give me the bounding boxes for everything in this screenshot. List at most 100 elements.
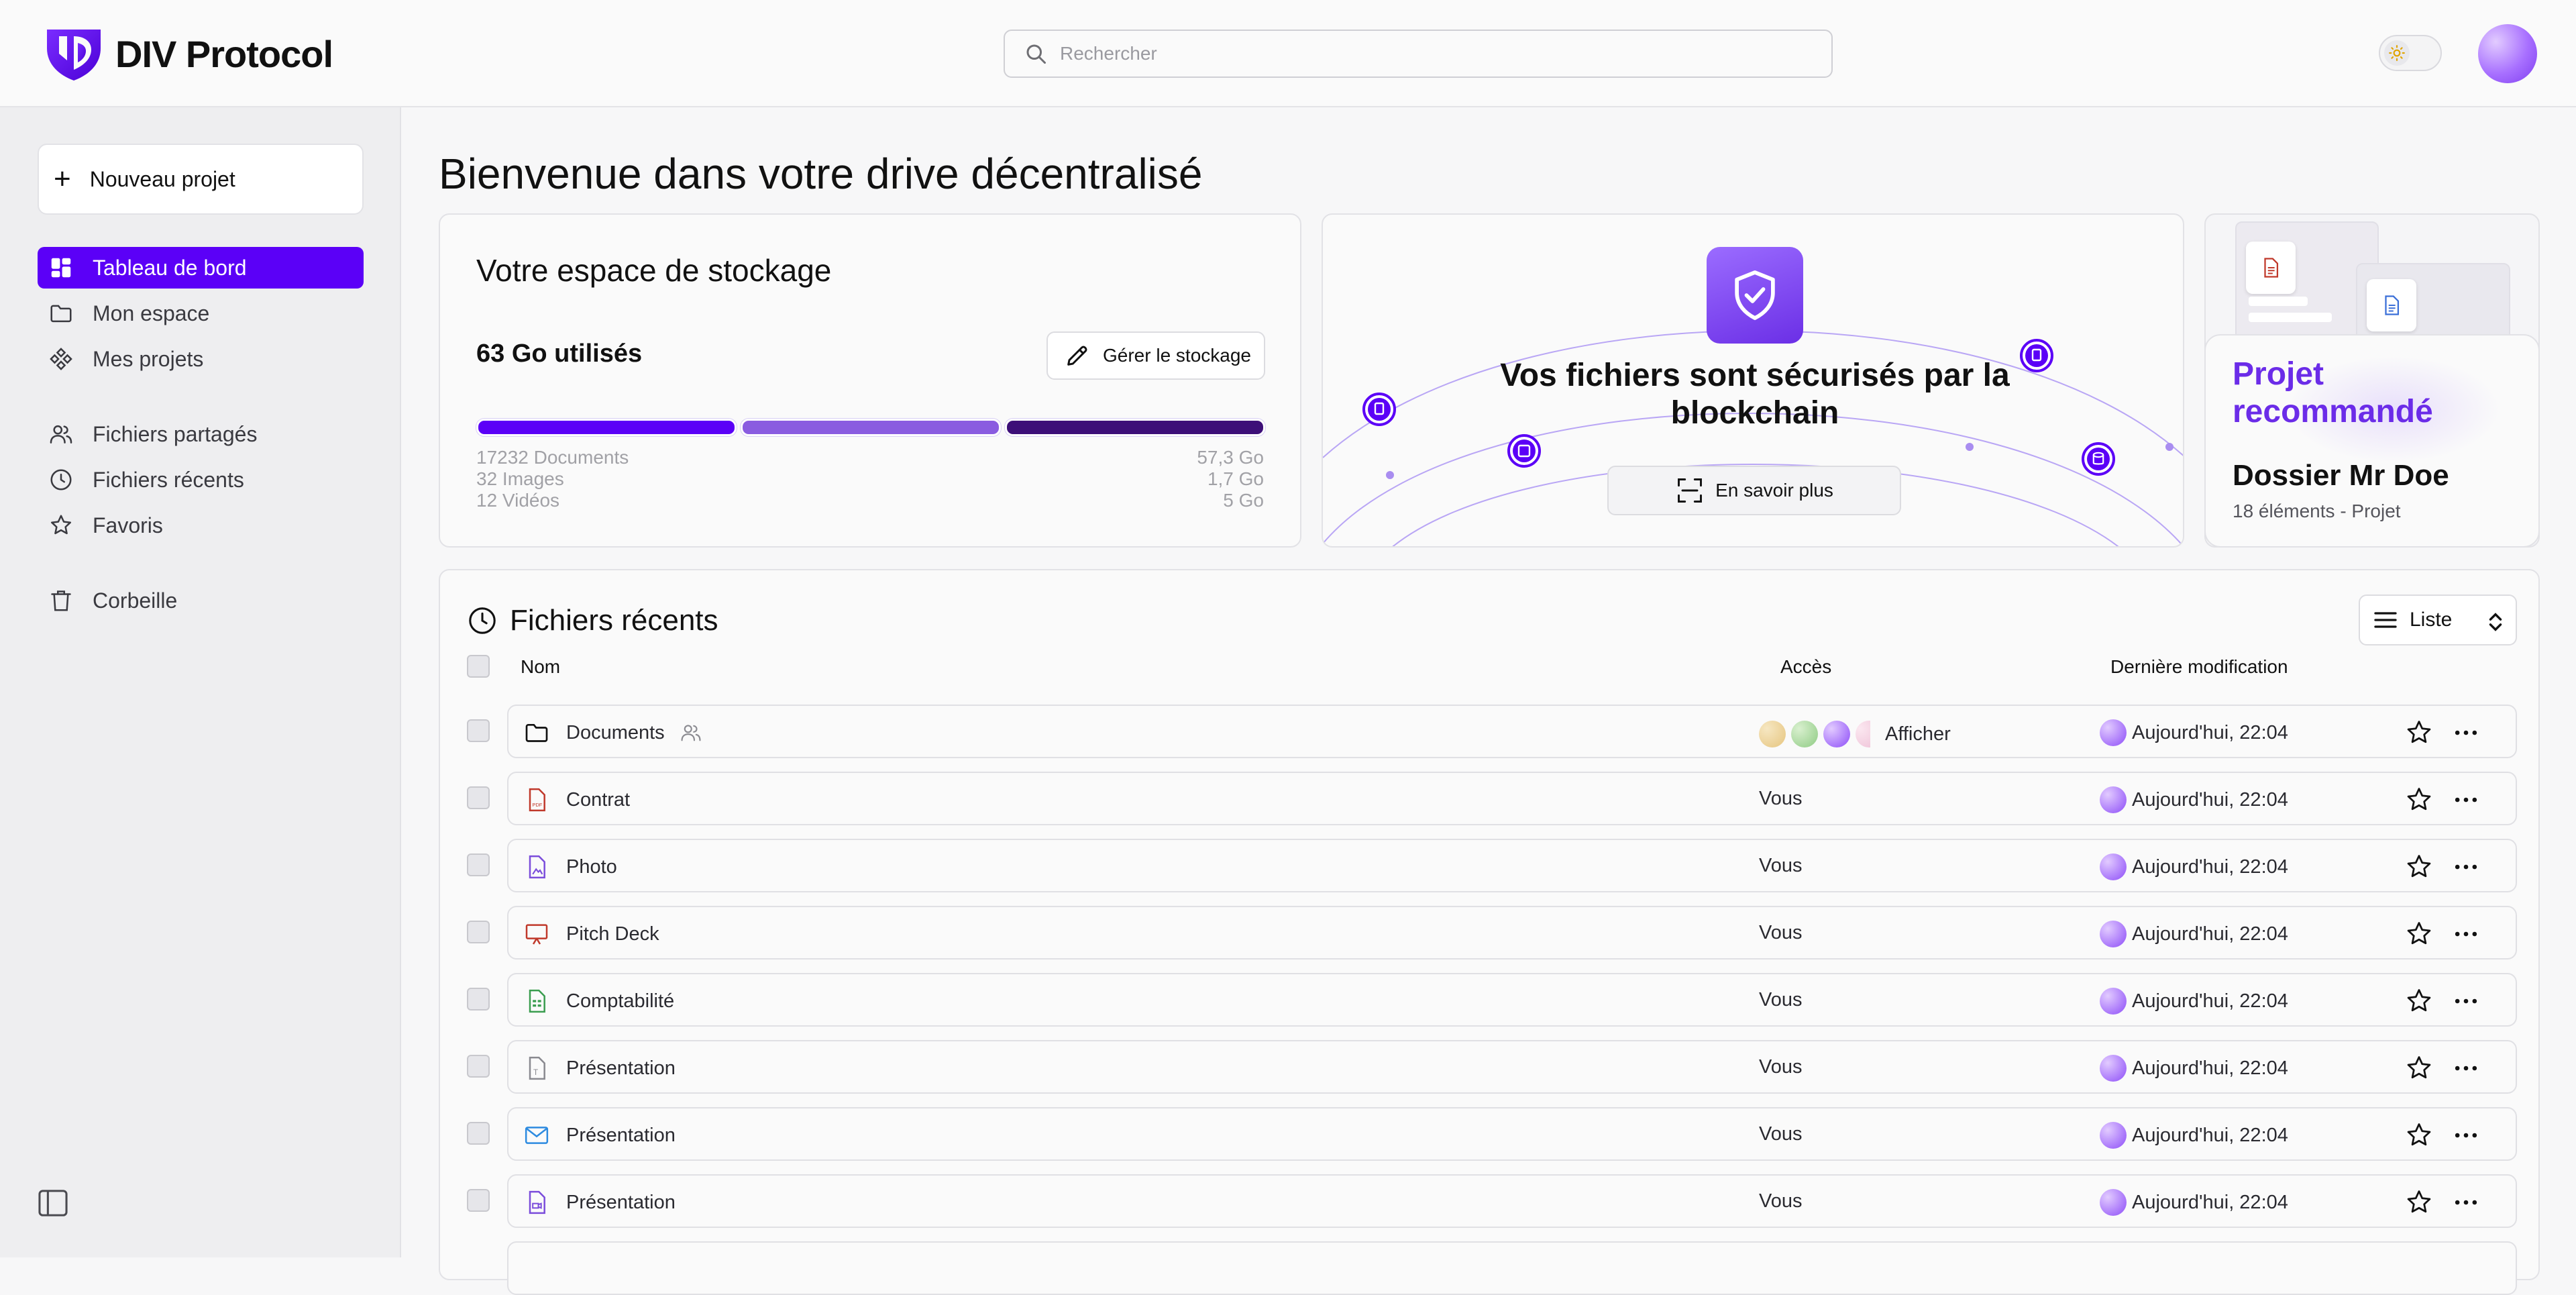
modifier-avatar (2100, 1189, 2127, 1216)
sidebar-collapse-icon[interactable] (38, 1189, 68, 1217)
sidebar-item-my-projects[interactable]: Mes projets (38, 338, 364, 380)
trash-icon (51, 590, 71, 611)
collaborator-avatar (1759, 721, 1786, 747)
row-checkbox[interactable] (467, 786, 490, 809)
collaborator-avatar (1856, 721, 1870, 747)
sidebar-item-dashboard[interactable]: Tableau de bord (38, 247, 364, 289)
access-cell[interactable]: Afficher (1759, 721, 1951, 747)
table-row[interactable]: PDF Contrat Vous Aujourd'hui, 22:04 (507, 772, 2517, 825)
table-row[interactable]: T Présentation Vous Aujourd'hui, 22:04 (507, 1040, 2517, 1094)
table-row[interactable] (507, 1241, 2517, 1295)
clock-icon (469, 607, 496, 634)
select-all-checkbox[interactable] (467, 655, 490, 678)
access-value: Vous (1759, 855, 1803, 876)
blockchain-title: Vos fichiers sont sécurisés par la block… (1500, 358, 2010, 431)
row-checkbox[interactable] (467, 853, 490, 876)
folder-file-icon (523, 719, 550, 746)
video-file-icon (523, 1189, 550, 1216)
sidebar-item-my-space[interactable]: Mon espace (38, 293, 364, 334)
more-options-icon[interactable] (2451, 852, 2481, 882)
column-header-modified[interactable]: Dernière modification (2110, 656, 2288, 677)
storage-usage-bar (476, 419, 1265, 436)
sidebar-item-shared-files[interactable]: Fichiers partagés (38, 413, 364, 455)
sidebar-item-trash[interactable]: Corbeille (38, 580, 364, 621)
table-row[interactable]: Photo Vous Aujourd'hui, 22:04 (507, 839, 2517, 892)
table-row[interactable]: Présentation Vous Aujourd'hui, 22:04 (507, 1107, 2517, 1161)
more-options-icon[interactable] (2451, 1121, 2481, 1150)
modified-cell: Aujourd'hui, 22:04 (2100, 988, 2288, 1015)
videos-size: 5 Go (1223, 490, 1264, 511)
modified-cell: Aujourd'hui, 22:04 (2100, 853, 2288, 880)
access-value: Vous (1759, 922, 1803, 943)
row-checkbox[interactable] (467, 988, 490, 1011)
storage-segment-vidéos (1005, 419, 1265, 436)
document-file-icon (2367, 279, 2416, 331)
more-options-icon[interactable] (2451, 1053, 2481, 1083)
user-avatar[interactable] (2478, 24, 2537, 83)
row-checkbox[interactable] (467, 1122, 490, 1145)
manage-storage-button[interactable]: Gérer le stockage (1046, 331, 1265, 380)
favorite-star-icon[interactable] (2404, 785, 2434, 815)
table-row[interactable]: Comptabilité Vous Aujourd'hui, 22:04 (507, 973, 2517, 1027)
collaborator-avatar (1791, 721, 1818, 747)
modifier-avatar (2100, 1122, 2127, 1149)
file-name-cell: Comptabilité (523, 988, 674, 1015)
database-node-icon (2082, 442, 2115, 476)
theme-toggle[interactable] (2379, 35, 2442, 71)
new-project-button[interactable]: + Nouveau projet (38, 144, 364, 215)
favorite-star-icon[interactable] (2404, 852, 2434, 882)
modified-date: Aujourd'hui, 22:04 (2132, 856, 2288, 878)
storage-counts: 17232 Documents 32 Images 12 Vidéos (476, 447, 629, 511)
glow (2286, 356, 2501, 463)
access-cell: Vous (1759, 1056, 1803, 1078)
table-row[interactable]: Présentation Vous Aujourd'hui, 22:04 (507, 1174, 2517, 1228)
app-logo[interactable]: DIV Protocol (44, 25, 333, 82)
more-options-icon[interactable] (2451, 1188, 2481, 1217)
view-mode-select[interactable]: Liste (2359, 594, 2517, 645)
learn-more-button[interactable]: En savoir plus (1607, 466, 1901, 515)
shield-check-icon (1735, 270, 1775, 320)
row-checkbox[interactable] (467, 921, 490, 943)
collaborator-avatar (1823, 721, 1850, 747)
search-bar[interactable] (1004, 30, 1833, 78)
star-icon (50, 515, 72, 535)
favorite-star-icon[interactable] (2404, 919, 2434, 949)
row-checkbox[interactable] (467, 1189, 490, 1212)
more-options-icon[interactable] (2451, 718, 2481, 747)
recommended-project-card[interactable]: Projet recommandé Dossier Mr Doe 18 élém… (2204, 213, 2540, 548)
more-options-icon[interactable] (2451, 919, 2481, 949)
row-checkbox[interactable] (467, 1055, 490, 1078)
svg-text:T: T (533, 1068, 538, 1077)
search-input[interactable] (1060, 43, 1798, 64)
column-header-name[interactable]: Nom (521, 656, 561, 677)
storage-used: 63 Go utilisés (476, 340, 643, 368)
access-value: Vous (1759, 1056, 1803, 1078)
svg-text:PDF: PDF (532, 802, 542, 808)
favorite-star-icon[interactable] (2404, 1053, 2434, 1083)
more-options-icon[interactable] (2451, 986, 2481, 1016)
storage-segment-documents (476, 419, 737, 436)
access-value: Vous (1759, 1190, 1803, 1212)
file-name: Pitch Deck (566, 923, 659, 945)
favorite-star-icon[interactable] (2404, 718, 2434, 747)
pencil-icon (1067, 346, 1087, 366)
sidebar-item-recent-files[interactable]: Fichiers récents (38, 459, 364, 501)
column-header-access[interactable]: Accès (1780, 656, 1832, 677)
favorite-star-icon[interactable] (2404, 1188, 2434, 1217)
sidebar-item-favorites[interactable]: Favoris (38, 505, 364, 546)
file-name: Comptabilité (566, 990, 675, 1012)
modifier-avatar (2100, 988, 2127, 1015)
modified-date: Aujourd'hui, 22:04 (2132, 721, 2288, 743)
image-node-icon (1507, 434, 1541, 468)
favorite-star-icon[interactable] (2404, 986, 2434, 1016)
table-row[interactable]: Pitch Deck Vous Aujourd'hui, 22:04 (507, 906, 2517, 960)
access-value: Vous (1759, 1123, 1803, 1145)
modifier-avatar (2100, 719, 2127, 746)
file-name: Documents (566, 721, 665, 743)
recent-files-panel: Fichiers récents Liste Nom Accès Dernièr… (439, 569, 2540, 1295)
favorite-star-icon[interactable] (2404, 1121, 2434, 1150)
more-options-icon[interactable] (2451, 785, 2481, 815)
modified-date: Aujourd'hui, 22:04 (2132, 990, 2288, 1012)
table-row[interactable]: Documents Afficher Aujourd'hui, 22:04 (507, 705, 2517, 758)
row-checkbox[interactable] (467, 719, 490, 742)
